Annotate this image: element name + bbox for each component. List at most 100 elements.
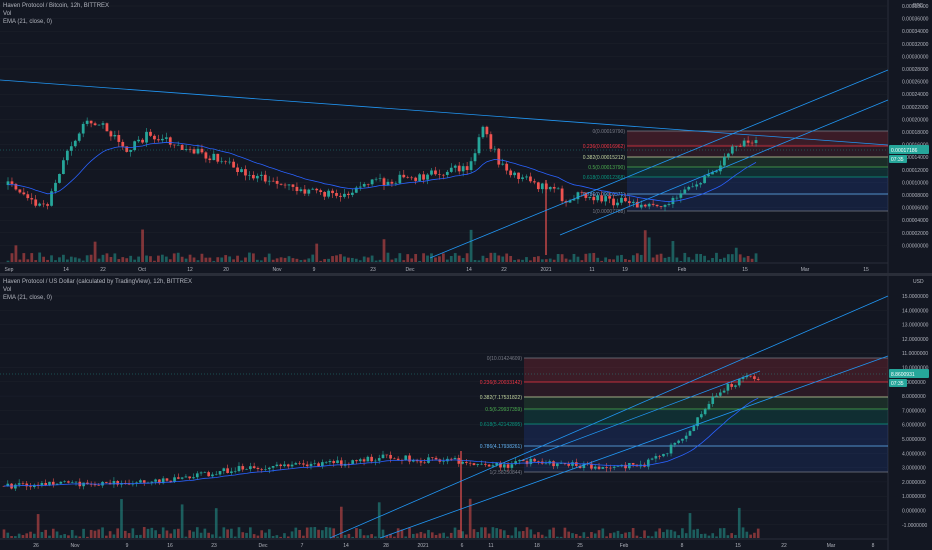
candle-body: [556, 463, 559, 467]
volume-bar: [305, 527, 309, 538]
trendline[interactable]: [379, 355, 889, 539]
volume-bar: [564, 258, 568, 262]
candle-body: [255, 175, 259, 179]
candle-body: [513, 172, 516, 176]
candle-body: [576, 192, 580, 200]
candle-body: [105, 481, 108, 483]
candle-body: [54, 182, 57, 192]
volume-bar: [639, 254, 643, 262]
volume-bar: [208, 257, 212, 262]
candle-body: [42, 203, 46, 205]
volume-bar: [244, 257, 247, 262]
candle-body: [158, 479, 161, 484]
candle-body: [491, 465, 495, 467]
usd-price-chart[interactable]: 15.0000000 14.0000000 13.0000000 12.0000000…: [0, 276, 932, 550]
candle-body: [2, 486, 6, 487]
candle-body: [654, 456, 658, 459]
trendline[interactable]: [429, 69, 889, 259]
candle-body: [263, 174, 267, 182]
candle-body: [244, 169, 247, 176]
volume-bar: [34, 260, 38, 262]
volume-bar: [473, 260, 477, 262]
trendline[interactable]: [329, 295, 889, 539]
volume-bar: [169, 533, 173, 538]
candle-body: [418, 174, 422, 181]
fib-zone: [627, 194, 888, 211]
pane-divider[interactable]: [0, 273, 932, 276]
trendline[interactable]: [519, 370, 761, 462]
candle-body: [26, 194, 30, 199]
volume-bar: [240, 260, 243, 262]
fib-zone: [524, 358, 888, 382]
volume-bar: [139, 534, 142, 538]
usd-ema-label: EMA (21, close, 0): [3, 295, 53, 301]
volume-bar: [354, 258, 358, 262]
usd-chart-pane[interactable]: 15.0000000 14.0000000 13.0000000 12.0000000…: [0, 276, 932, 550]
candle-body: [212, 153, 216, 161]
candle-body: [82, 482, 85, 487]
candle-body: [241, 466, 245, 470]
volume-bar: [260, 530, 264, 538]
volume-bar: [517, 259, 520, 262]
volume-bar: [445, 259, 449, 262]
btc-chart-pane[interactable]: 0.00038000 0.00036000 0.00034000 0.00032000…: [0, 0, 932, 273]
x-axis-tick-label: 15: [742, 267, 748, 273]
volume-bar: [69, 256, 73, 262]
volume-bar: [51, 528, 55, 538]
candle-body: [332, 461, 336, 464]
volume-bar: [556, 536, 559, 538]
volume-bar: [62, 254, 65, 262]
candle-body: [145, 131, 148, 143]
candle-body: [116, 481, 120, 485]
volume-bar: [131, 528, 135, 538]
volume-bar: [457, 529, 461, 538]
volume-bar: [398, 253, 402, 262]
fib-level-label: 0.236(0.00016962): [583, 144, 626, 150]
candle-body: [232, 161, 235, 168]
trendline[interactable]: [559, 99, 889, 236]
volume-bar: [501, 256, 505, 262]
volume-bar: [600, 260, 604, 262]
y-axis-tick-label: 7.0000000: [902, 408, 926, 414]
y-axis-tick-label: 2.0000000: [902, 480, 926, 486]
volume-bar: [307, 258, 311, 262]
candle-body: [540, 183, 544, 190]
candle-body: [426, 174, 429, 180]
volume-bar: [241, 532, 245, 538]
volume-bar: [245, 532, 248, 538]
volume-bar: [188, 530, 192, 538]
candle-body: [493, 148, 497, 150]
y-axis-tick-label: 0.00034000: [902, 29, 929, 35]
volume-bar: [400, 529, 404, 538]
candle-body: [271, 180, 275, 182]
volume-bar: [703, 533, 707, 538]
candle-body: [302, 463, 305, 465]
volume-bar: [572, 253, 576, 262]
candle-body: [639, 204, 643, 208]
volume-bar: [204, 257, 208, 262]
volume-bar: [650, 536, 654, 538]
volume-bar: [351, 536, 355, 538]
btc-price-chart[interactable]: 0.00038000 0.00036000 0.00034000 0.00032000…: [0, 0, 932, 273]
candle-body: [688, 431, 692, 436]
candle-body: [449, 458, 453, 460]
volume-bar: [563, 527, 567, 538]
candle-body: [487, 464, 491, 467]
candle-body: [44, 482, 48, 486]
volume-bar: [59, 535, 63, 538]
candle-body: [252, 174, 255, 179]
volume-bar: [25, 533, 29, 538]
volume-bar: [635, 253, 639, 262]
candle-body: [299, 189, 303, 192]
volume-bar: [67, 535, 70, 538]
volume-bar: [86, 536, 89, 538]
volume-bar: [597, 530, 601, 538]
x-axis-tick-label: 22: [501, 267, 507, 273]
volume-bar: [468, 498, 472, 538]
trendline[interactable]: [0, 79, 889, 146]
candle-body: [719, 165, 722, 172]
candle-body: [389, 454, 392, 459]
fib-zone: [627, 167, 888, 177]
volume-bar: [472, 529, 476, 538]
candle-body: [256, 468, 260, 470]
